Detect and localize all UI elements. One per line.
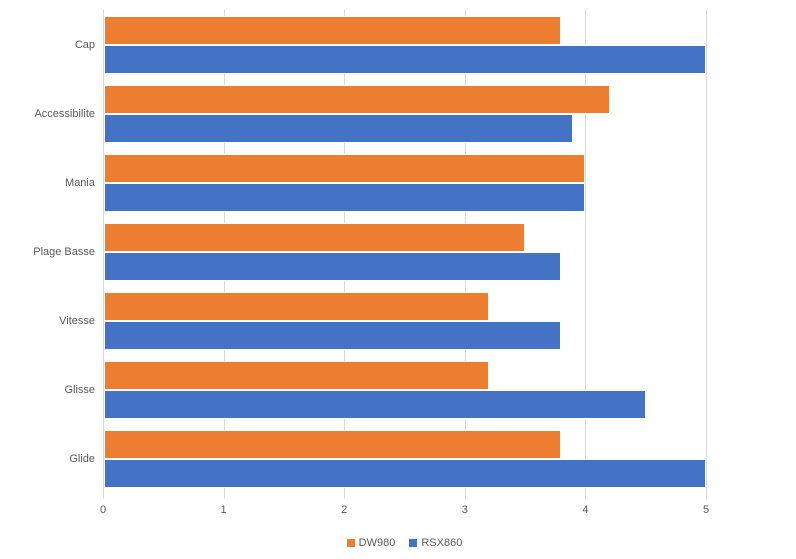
value-axis-line — [103, 10, 104, 499]
major-gridline — [706, 10, 707, 499]
bar-dw980-plage-basse[interactable] — [104, 223, 525, 252]
category-label: Vitesse — [59, 314, 95, 327]
category-label: Mania — [65, 176, 95, 189]
x-tick-label: 1 — [220, 504, 227, 516]
legend-label: DW980 — [358, 537, 396, 549]
x-tick-label: 3 — [461, 504, 468, 516]
category-label: Plage Basse — [33, 245, 95, 258]
bar-dw980-glide[interactable] — [104, 430, 561, 459]
x-tick-label: 2 — [341, 504, 348, 516]
x-tick-label: 0 — [99, 504, 107, 516]
bar-dw980-cap[interactable] — [104, 16, 561, 45]
legend-swatch-icon — [409, 539, 418, 547]
bar-dw980-mania[interactable] — [104, 154, 585, 183]
bar-rsx860-plage-basse[interactable] — [104, 252, 561, 281]
category-label: Accessibilite — [34, 107, 95, 120]
legend-item-rsx860[interactable]: RSX860 — [409, 537, 462, 549]
major-gridline — [585, 10, 586, 499]
legend-item-dw980[interactable]: DW980 — [346, 537, 396, 549]
category-label: Glide — [69, 452, 95, 465]
bar-rsx860-glide[interactable] — [104, 459, 706, 488]
x-tick-label: 5 — [702, 504, 710, 516]
bar-rsx860-glisse[interactable] — [104, 390, 646, 419]
bar-dw980-glisse[interactable] — [104, 361, 489, 390]
category-label: Glisse — [64, 383, 95, 396]
plot-area — [103, 10, 707, 499]
bar-dw980-vitesse[interactable] — [104, 292, 489, 321]
category-label: Cap — [74, 38, 95, 51]
bar-dw980-accessibilite[interactable] — [104, 85, 610, 114]
bar-rsx860-mania[interactable] — [104, 183, 585, 212]
bar-rsx860-accessibilite[interactable] — [104, 114, 573, 143]
bar-rsx860-vitesse[interactable] — [104, 321, 561, 350]
legend: DW980 RSX860 — [103, 535, 706, 551]
legend-label: RSX860 — [421, 537, 463, 549]
x-tick-label: 4 — [582, 504, 589, 516]
legend-swatch-icon — [346, 539, 355, 547]
bar-rsx860-cap[interactable] — [104, 45, 706, 74]
